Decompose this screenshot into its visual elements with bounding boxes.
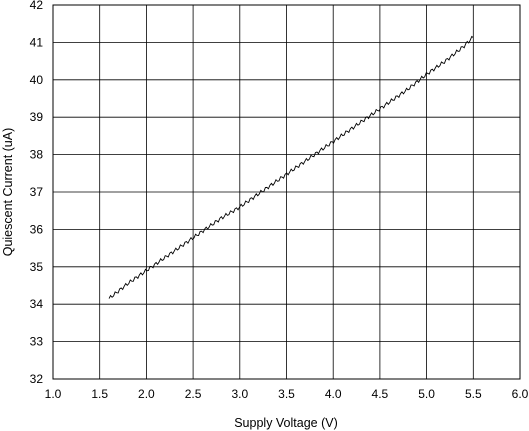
y-tick-label: 33 bbox=[30, 335, 44, 349]
y-tick-label: 39 bbox=[30, 110, 44, 124]
x-tick-labels: 1.0 1.5 2.0 2.5 3.0 3.5 4.0 4.5 5.0 5.5 6.0 bbox=[45, 387, 529, 401]
y-tick-label: 40 bbox=[30, 73, 44, 87]
y-tick-label: 38 bbox=[30, 148, 44, 162]
y-tick-label: 42 bbox=[30, 0, 44, 12]
x-tick-label: 1.0 bbox=[45, 387, 62, 401]
y-tick-label: 35 bbox=[30, 260, 44, 274]
x-tick-label: 3.5 bbox=[278, 387, 295, 401]
series-line bbox=[108, 35, 474, 299]
x-axis-label: Supply Voltage (V) bbox=[234, 416, 338, 430]
y-tick-label: 36 bbox=[30, 222, 44, 236]
x-tick-label: 5.5 bbox=[465, 387, 482, 401]
y-axis-label: Quiescent Current (uA) bbox=[1, 128, 15, 257]
y-tick-label: 41 bbox=[30, 35, 44, 49]
x-tick-label: 3.0 bbox=[231, 387, 248, 401]
x-tick-label: 1.5 bbox=[91, 387, 108, 401]
y-tick-label: 32 bbox=[30, 372, 44, 386]
grid bbox=[53, 5, 520, 379]
series-group bbox=[108, 35, 474, 299]
x-tick-label: 4.0 bbox=[325, 387, 342, 401]
y-tick-labels: 32 33 34 35 36 37 38 39 40 41 42 bbox=[30, 0, 44, 386]
x-tick-label: 6.0 bbox=[512, 387, 529, 401]
x-tick-label: 4.5 bbox=[372, 387, 389, 401]
y-tick-label: 37 bbox=[30, 185, 44, 199]
x-tick-label: 5.0 bbox=[418, 387, 435, 401]
y-tick-label: 34 bbox=[30, 297, 44, 311]
x-tick-label: 2.0 bbox=[138, 387, 155, 401]
x-tick-label: 2.5 bbox=[185, 387, 202, 401]
